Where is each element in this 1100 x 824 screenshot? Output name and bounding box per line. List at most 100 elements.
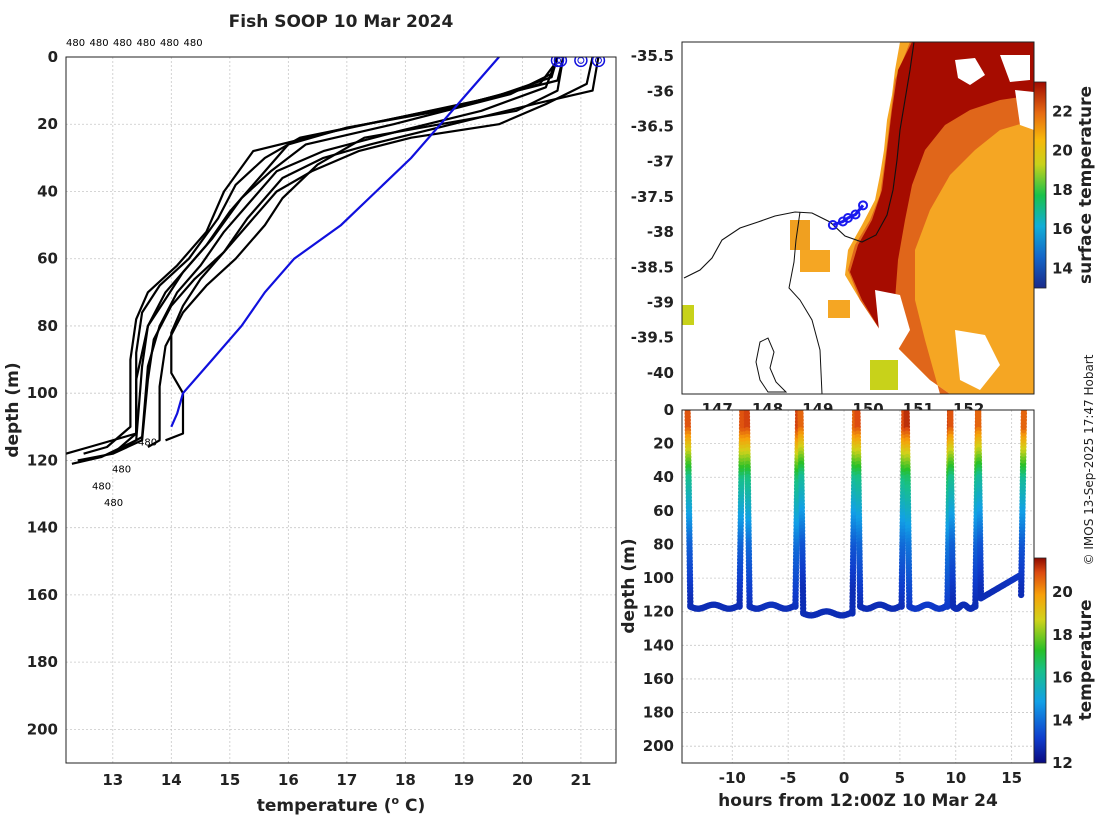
time-tick-label: -5 (780, 769, 797, 787)
depth-tick-label: 60 (653, 502, 674, 520)
surface-marker (591, 57, 606, 68)
depth-tick-label: 20 (653, 435, 674, 453)
x-axis-label: temperature (o C) (257, 794, 426, 816)
sst-map-content (682, 42, 1034, 394)
y-tick-label: 120 (27, 451, 58, 469)
sst-colorbar-tick-label: 14 (1052, 259, 1073, 277)
climatology-line (170, 57, 500, 428)
x-tick-label: 15 (219, 771, 240, 789)
probe-label-top: 480 (160, 38, 179, 49)
y-tick-label: 180 (27, 653, 58, 671)
latitude-tick-label: -37 (647, 153, 674, 171)
probe-label-top: 480 (184, 38, 203, 49)
profile-line (66, 57, 559, 455)
surface-marker (553, 57, 568, 68)
temperature-colorbar (1033, 557, 1047, 764)
profile-line (112, 57, 600, 455)
sst-colorbar-tick-label: 20 (1052, 142, 1073, 160)
coastline-island (755, 337, 788, 393)
cool-patch-1 (870, 360, 898, 390)
temperature-colorbar-tick-label: 14 (1052, 711, 1073, 729)
temperature-sample-point (1020, 410, 1028, 414)
state-border (788, 211, 823, 394)
temperature-colorbar-tick-label: 20 (1052, 583, 1073, 601)
time-tick-label: -10 (719, 769, 746, 787)
time-tick-label: 15 (1001, 769, 1022, 787)
latitude-tick-label: -36.5 (631, 117, 674, 135)
time-tick-label: 5 (895, 769, 905, 787)
depth-tick-label: 200 (643, 737, 674, 755)
depth-tick-label: 160 (643, 670, 674, 688)
sst-colorbar (1033, 81, 1047, 289)
cloud-patch-3 (1015, 90, 1034, 130)
y-tick-label: 20 (37, 115, 58, 133)
temperature-colorbar-ticks: 12 14 16 18 20 (1052, 583, 1073, 772)
latitude-tick-label: -35.5 (631, 47, 674, 65)
probe-label-top: 480 (113, 38, 132, 49)
cool-patch-2 (682, 305, 694, 325)
x-axis-label-unit: C) (399, 796, 425, 816)
profile-frame (65, 56, 617, 764)
latitude-tick-label: -39 (647, 293, 674, 311)
y-tick-label: 160 (27, 586, 58, 604)
profile-ticks: 13 14 15 16 17 18 19 20 21 0 20 40 60 80 100 120 140 160 1… (27, 48, 592, 789)
temperature-colorbar-tick-label: 16 (1052, 669, 1073, 687)
depth-tick-label: 0 (664, 401, 674, 419)
track-point (850, 209, 861, 220)
x-tick-label: 19 (453, 771, 474, 789)
profile-line (165, 57, 594, 442)
track-point (827, 220, 838, 231)
latitude-tick-label: -36 (647, 82, 674, 100)
land-sst-patch-2 (800, 250, 830, 272)
depth-time-ticks: -10 -5 0 5 10 15 0 20 40 60 80 100 120 140 160 180 200 (643, 401, 1022, 787)
map-ticks: -35.5 -36 -36.5 -37 -37.5 -38 -38.5 -39 -39.5 -40… (631, 47, 985, 418)
surface-marker (574, 57, 588, 68)
probe-label-top: 480 (66, 38, 85, 49)
x-tick-label: 20 (512, 771, 533, 789)
probe-label-bottom: 480 (138, 438, 157, 449)
sst-hot-current (850, 42, 1034, 340)
land-sst-patch-3 (828, 300, 850, 318)
temperature-colorbar-label: temperature (1076, 599, 1096, 720)
cloud-patch-5 (955, 330, 1000, 390)
x-tick-label: 21 (570, 771, 591, 789)
sst-colorbar-tick-label: 22 (1052, 102, 1073, 120)
probe-label-bottom: 480 (104, 498, 123, 509)
y-tick-label: 140 (27, 519, 58, 537)
depth-time-points (684, 410, 1028, 619)
y-tick-label: 0 (48, 48, 58, 66)
depth-time-panel: -10 -5 0 5 10 15 0 20 40 60 80 100 120 140 160 180 200 1… (619, 401, 1096, 811)
depth-tick-label: 40 (653, 468, 674, 486)
probe-label-bottom: 480 (92, 481, 111, 492)
x-tick-label: 17 (336, 771, 357, 789)
cloud-patch-2 (1000, 55, 1030, 82)
sst-colorbar-tick-label: 18 (1052, 181, 1073, 199)
sst-colorbar-label: surface temperature (1076, 86, 1096, 284)
cloud-patch-1 (955, 58, 985, 85)
x-axis-label-main: temperature ( (257, 796, 392, 816)
latitude-tick-label: -38 (647, 223, 674, 241)
probe-label-top: 480 (90, 38, 109, 49)
latitude-tick-label: -39.5 (631, 329, 674, 347)
sst-map-panel: -35.5 -36 -36.5 -37 -37.5 -38 -38.5 -39 -39.5 -40… (631, 41, 1096, 418)
y-axis-label: depth (m) (3, 362, 23, 457)
depth-tick-label: 100 (643, 569, 674, 587)
depth-tick-label: 80 (653, 535, 674, 553)
probe-label-top: 480 (137, 38, 156, 49)
y-tick-label: 60 (37, 250, 58, 268)
y-tick-label: 40 (37, 182, 58, 200)
land-sst-patch-1 (790, 220, 810, 250)
depth-time-y-label: depth (m) (619, 538, 639, 633)
profile-plot-area (66, 57, 616, 763)
x-tick-label: 14 (161, 771, 182, 789)
y-tick-label: 80 (37, 317, 58, 335)
x-axis-label-degree: o (392, 794, 400, 807)
latitude-tick-label: -40 (647, 364, 674, 382)
depth-tick-label: 140 (643, 636, 674, 654)
x-tick-label: 18 (395, 771, 416, 789)
time-tick-label: 0 (839, 769, 849, 787)
sst-colorbar-tick-label: 16 (1052, 220, 1073, 238)
